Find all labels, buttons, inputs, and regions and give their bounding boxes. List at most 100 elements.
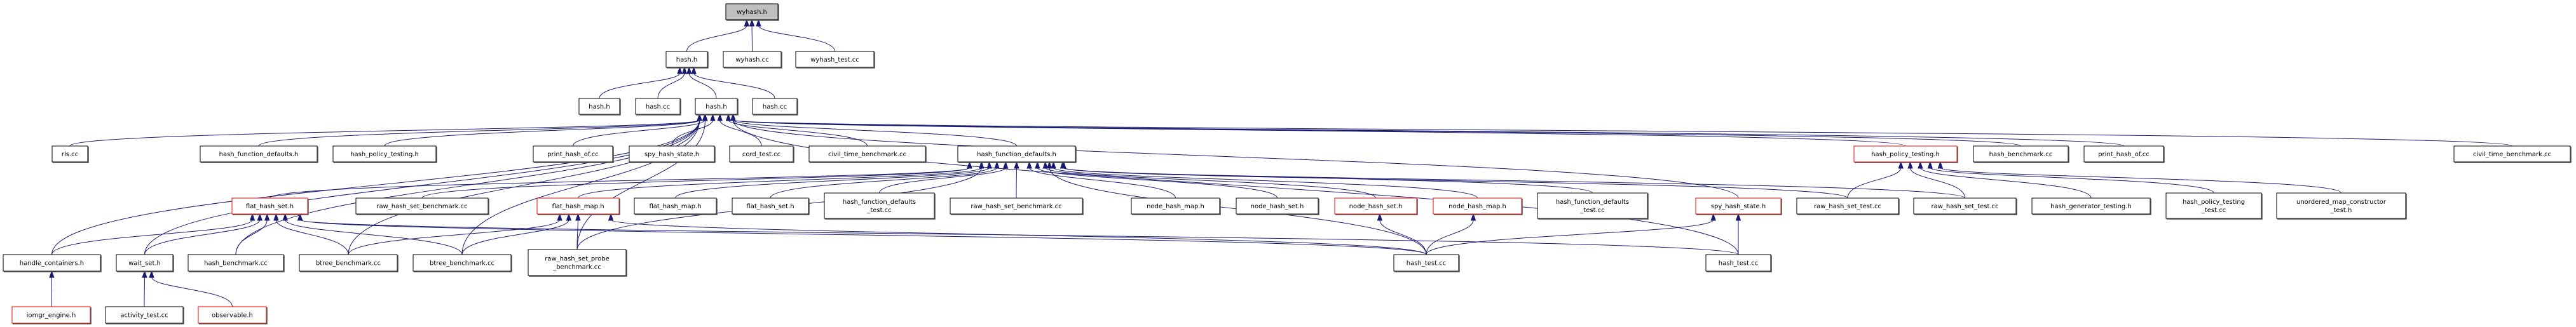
file-node-rhst-a[interactable]: raw_hash_set_test.cc	[1796, 197, 1900, 215]
file-node-node-map[interactable]: node_hash_map.h	[1131, 197, 1221, 215]
file-node-iomgr[interactable]: iomgr_engine.h	[11, 306, 92, 324]
file-node-print-l[interactable]: print_hash_of.cc	[533, 145, 614, 163]
file-node-handle[interactable]: handle_containers.h	[3, 254, 102, 272]
file-node-hpt-h-l[interactable]: hash_policy_testing.h	[332, 145, 437, 163]
file-node-wyhash-cc[interactable]: wyhash.cc	[723, 51, 782, 69]
file-node-hfdt-r[interactable]: hash_function_defaults_test.cc	[1537, 192, 1649, 220]
dependency-edge	[691, 66, 775, 99]
node-label: hash.h	[705, 103, 727, 110]
file-node-rls-cc[interactable]: rls.cc	[51, 145, 89, 163]
file-node-spy-red[interactable]: spy_hash_state.h	[1695, 197, 1782, 215]
file-node-wyhash-test-cc[interactable]: wyhash_test.cc	[795, 51, 875, 69]
node-label: hash.h	[676, 57, 698, 63]
node-box	[412, 254, 512, 272]
file-node-activity[interactable]: activity_test.cc	[105, 306, 184, 324]
arrowhead-icon	[1035, 161, 1040, 169]
node-shadow	[4, 255, 102, 272]
node-label: hash_benchmark.cc	[204, 260, 268, 267]
edge-line	[421, 167, 970, 199]
file-node-spy-l[interactable]: spy_hash_state.h	[629, 145, 716, 163]
file-node-hash-cc-a[interactable]: hash.cc	[635, 98, 681, 116]
file-node-rhsb-c[interactable]: raw_hash_set_benchmark.cc	[950, 197, 1084, 215]
file-node-btree-b[interactable]: btree_benchmark.cc	[412, 254, 512, 272]
edge-line	[461, 119, 700, 255]
edge-line	[610, 219, 1427, 255]
file-node-civil-r[interactable]: civil_time_benchmark.cc	[2453, 145, 2572, 163]
node-label: hash_benchmark.cc	[1989, 151, 2053, 158]
arrowhead-icon	[725, 113, 732, 121]
node-shadow	[580, 99, 621, 116]
file-node-node-set-red[interactable]: node_hash_set.h	[1334, 197, 1418, 215]
arrowhead-icon	[744, 18, 750, 27]
file-node-hash-h-c[interactable]: hash.h	[695, 98, 739, 116]
node-shadow	[106, 307, 184, 324]
arrowhead-icon	[1470, 213, 1476, 221]
node-label: unordered_map_constructor	[2296, 199, 2387, 206]
node-box	[116, 254, 174, 272]
file-node-probe[interactable]: raw_hash_set_probe_benchmark.cc	[528, 249, 627, 277]
file-node-hpt-h-r[interactable]: hash_policy_testing.h	[1853, 145, 1958, 163]
node-label: flat_hash_map.h	[552, 203, 604, 210]
node-shadow	[1394, 255, 1460, 272]
edge-line	[879, 167, 1006, 194]
file-node-wyhash-h[interactable]: wyhash.h	[725, 3, 779, 21]
node-shadow	[538, 199, 620, 215]
file-node-flat-set-red[interactable]: flat_hash_set.h	[231, 197, 309, 215]
dependency-edge	[749, 18, 755, 52]
node-box	[732, 197, 809, 215]
node-shadow	[1335, 199, 1418, 215]
file-node-print-r[interactable]: print_hash_of.cc	[2083, 145, 2165, 163]
file-node-hfd-h-c[interactable]: hash_function_defaults.h	[957, 145, 1077, 163]
file-node-flat-map[interactable]: flat_hash_map.h	[634, 197, 718, 215]
file-node-wait[interactable]: wait_set.h	[116, 254, 174, 272]
file-node-hash-test-a[interactable]: hash_test.cc	[1393, 254, 1460, 272]
file-node-hash-h-r2[interactable]: hash.h	[665, 51, 709, 69]
node-label: node_hash_map.h	[1147, 203, 1204, 210]
edge-line	[1930, 167, 2214, 194]
arrowhead-icon	[1003, 161, 1009, 169]
arrowhead-icon	[1026, 161, 1032, 169]
file-node-observable[interactable]: observable.h	[198, 306, 268, 324]
node-box	[957, 145, 1076, 163]
dependency-edge	[144, 113, 702, 255]
node-box	[808, 145, 926, 163]
file-node-hash-cc-b[interactable]: hash.cc	[752, 98, 798, 116]
dependency-edge	[575, 213, 581, 250]
file-node-rhsb-l[interactable]: raw_hash_set_benchmark.cc	[355, 197, 489, 215]
node-box	[536, 197, 620, 215]
node-label: _test.cc	[1579, 207, 1604, 214]
file-node-hash-bench-r6[interactable]: hash_benchmark.cc	[187, 254, 285, 272]
file-node-flat-map-red[interactable]: flat_hash_map.h	[536, 197, 620, 215]
file-node-rhst-b[interactable]: raw_hash_set_test.cc	[1913, 197, 2017, 215]
file-node-hgt[interactable]: hash_generator_testing.h	[2031, 197, 2151, 215]
dependency-edge	[1426, 213, 1476, 255]
file-node-civil-l[interactable]: civil_time_benchmark.cc	[808, 145, 927, 163]
file-node-umct[interactable]: unordered_map_constructor_test.h	[2276, 192, 2407, 220]
node-box	[200, 145, 318, 163]
node-shadow	[357, 199, 489, 215]
node-shadow	[1855, 147, 1958, 163]
file-node-hash-h-a[interactable]: hash.h	[578, 98, 621, 116]
node-box	[332, 145, 437, 163]
node-box	[578, 98, 620, 115]
node-box	[198, 306, 267, 324]
file-node-node-set[interactable]: node_hash_set.h	[1236, 197, 1319, 215]
node-label: node_hash_set.h	[1251, 203, 1304, 210]
file-node-flat-set[interactable]: flat_hash_set.h	[732, 197, 810, 215]
file-node-hash-bench-r4[interactable]: hash_benchmark.cc	[1973, 145, 2069, 163]
file-node-hfd-h-l[interactable]: hash_function_defaults.h	[200, 145, 318, 163]
file-node-btree-a[interactable]: btree_benchmark.cc	[299, 254, 399, 272]
file-node-node-map-red[interactable]: node_hash_map.h	[1433, 197, 1523, 215]
file-node-cord-test[interactable]: cord_test.cc	[729, 145, 794, 163]
file-node-hash-test-b[interactable]: hash_test.cc	[1705, 254, 1772, 272]
node-shadow	[1434, 199, 1523, 215]
node-label: btree_benchmark.cc	[316, 260, 381, 267]
dependency-edge	[1927, 161, 2214, 194]
arrowhead-icon	[978, 161, 985, 169]
file-node-hptt[interactable]: hash_policy_testing_test.cc	[2165, 192, 2263, 220]
arrowhead-icon	[149, 270, 154, 278]
dependency-edge	[1735, 213, 1741, 255]
file-node-hfdt-l[interactable]: hash_function_defaults_test.cc	[824, 192, 936, 220]
node-box	[723, 51, 782, 68]
node-label: print_hash_of.cc	[547, 151, 599, 158]
